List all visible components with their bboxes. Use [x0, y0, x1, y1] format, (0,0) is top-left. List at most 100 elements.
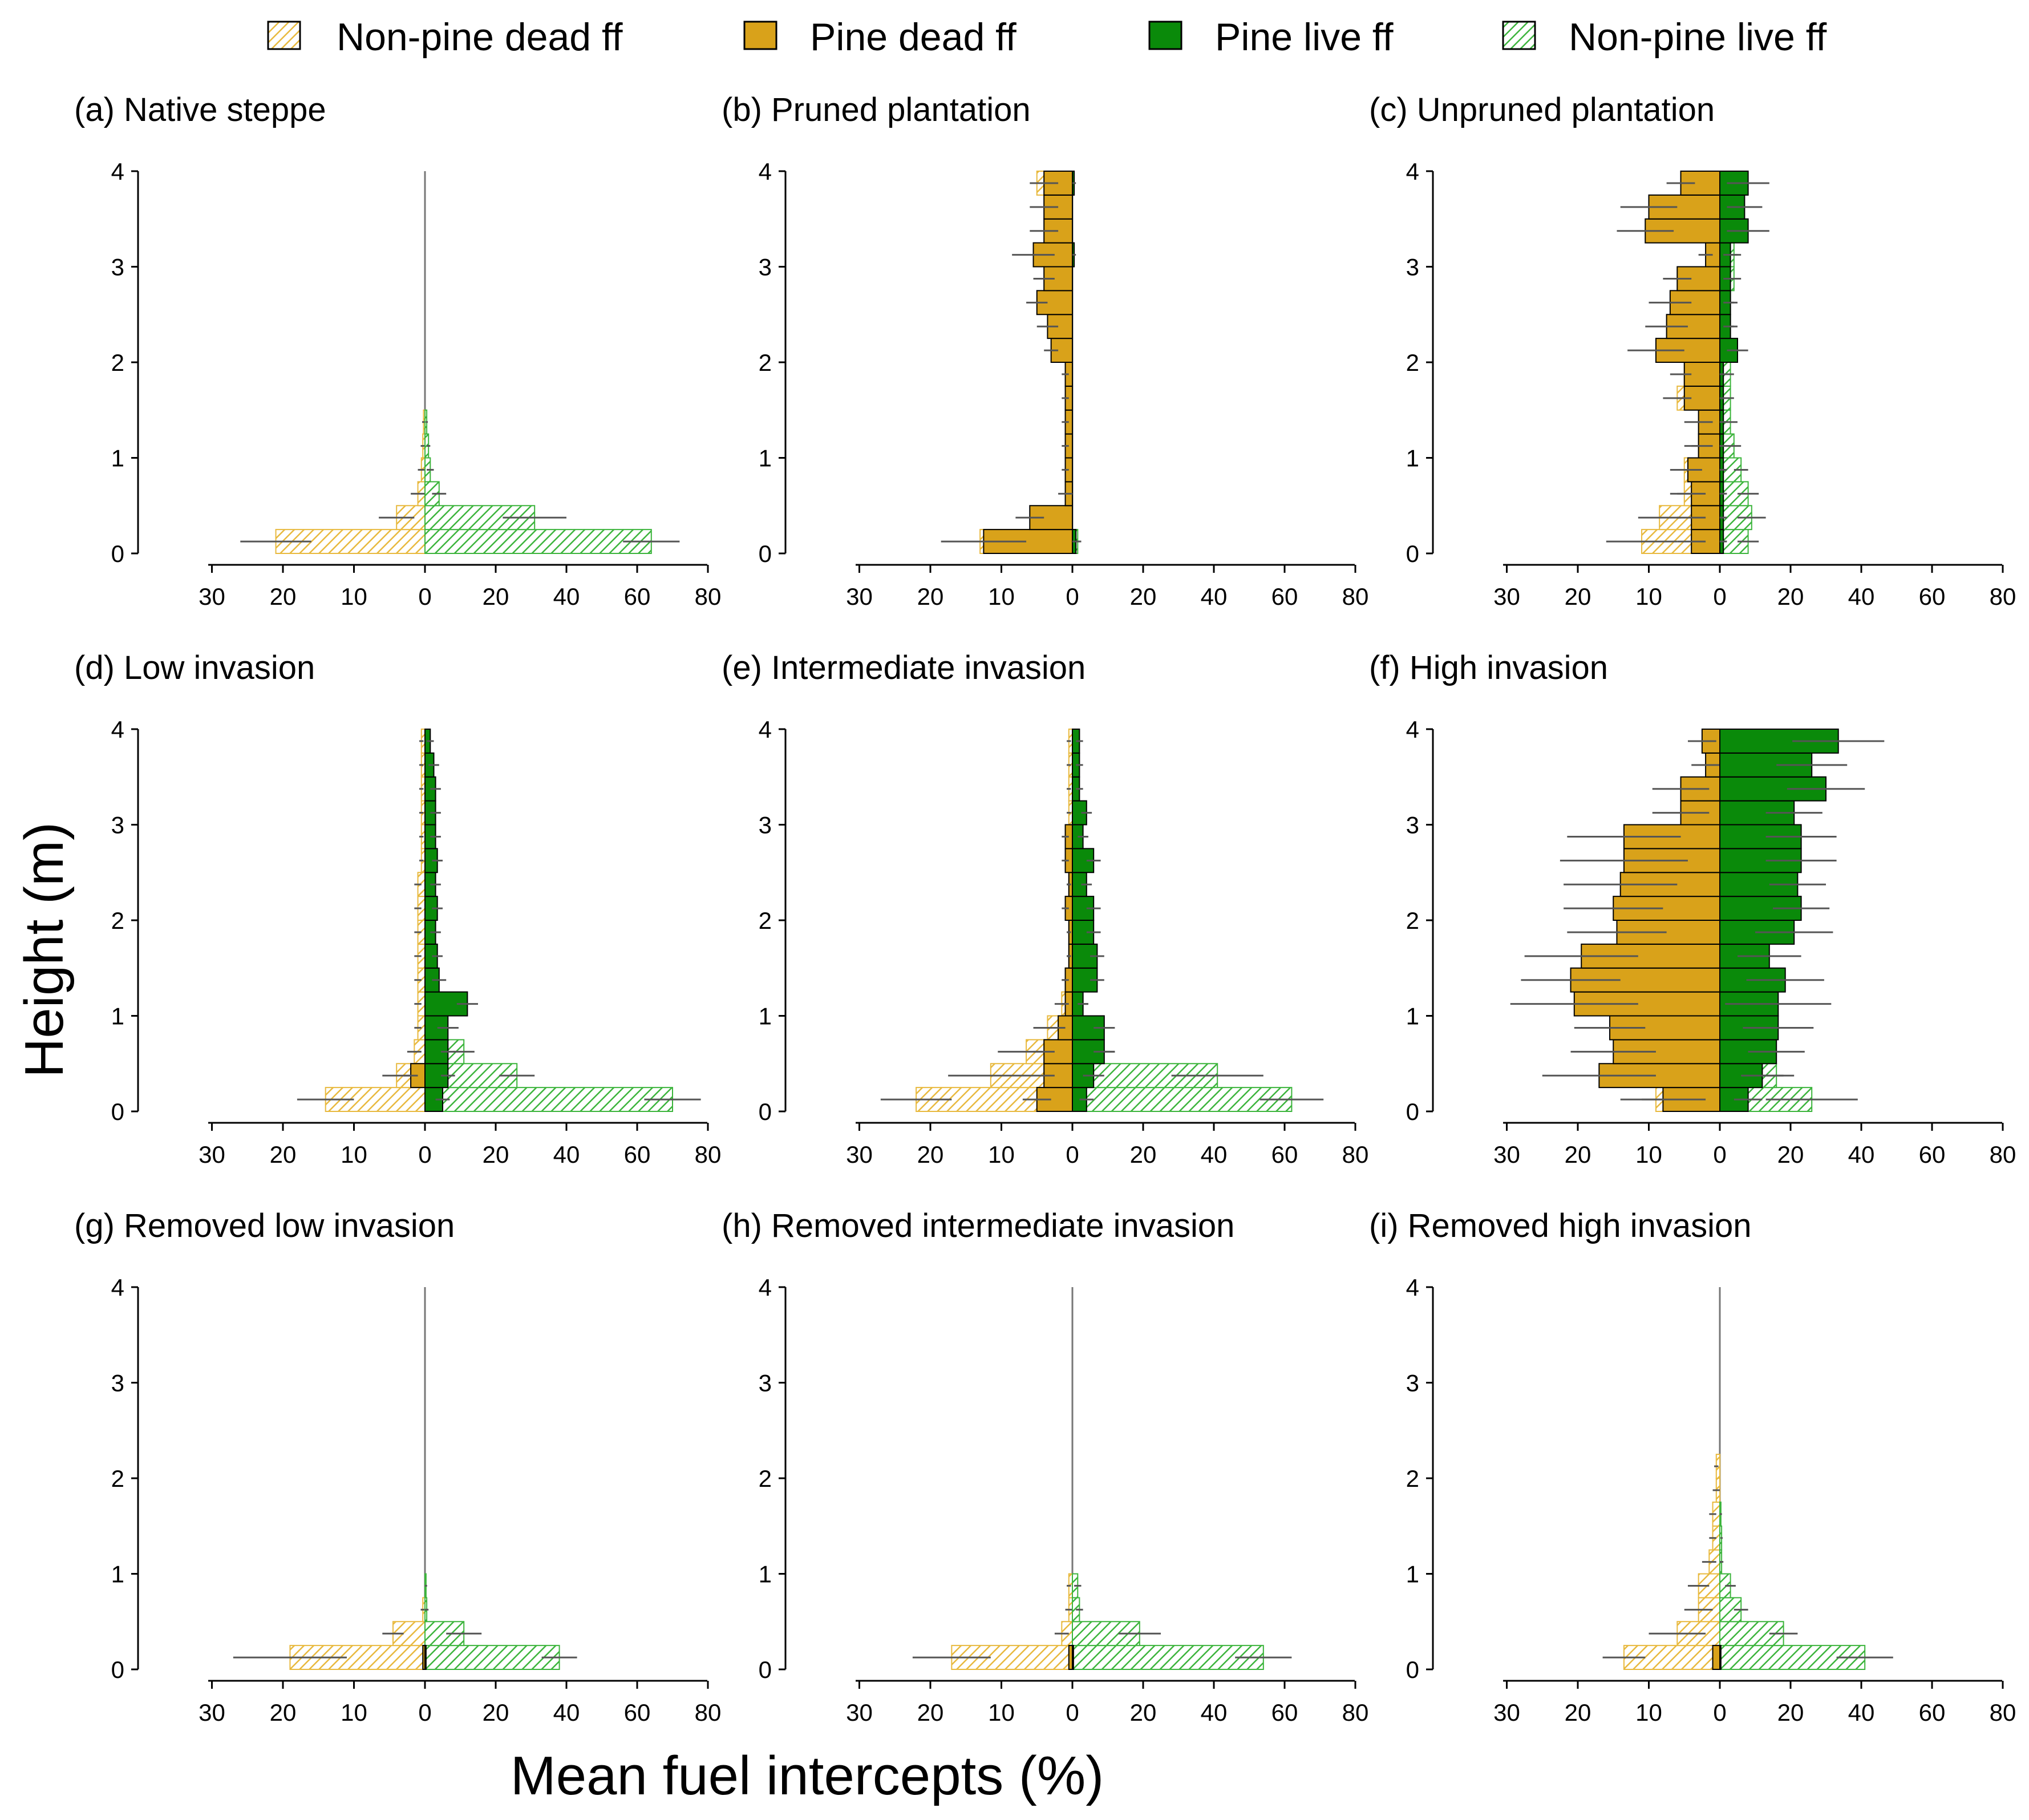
x-tick-label: 30 [1493, 583, 1520, 610]
x-tick-label: 20 [917, 583, 944, 610]
y-tick-label: 3 [111, 812, 124, 839]
y-tick-label: 2 [759, 349, 772, 376]
x-tick-label: 20 [1777, 1699, 1804, 1726]
x-tick-label: 10 [341, 1141, 367, 1168]
y-tick-label: 1 [1406, 445, 1419, 472]
x-tick-label: 60 [624, 1699, 651, 1726]
bar-non-pine-live [1072, 1645, 1264, 1670]
y-axis-title: Height (m) [14, 822, 75, 1078]
legend-item-pine-live: Pine live ff [1148, 15, 1394, 59]
legend-item-pine-dead: Pine dead ff [743, 15, 1016, 59]
x-tick-label: 30 [846, 1141, 873, 1168]
x-tick-label: 60 [1271, 1699, 1298, 1726]
y-tick-label: 3 [1406, 812, 1419, 839]
bar-pine-dead [1712, 1645, 1720, 1670]
x-tick-label: 20 [270, 1699, 297, 1726]
y-tick-label: 4 [111, 158, 124, 185]
x-tick-label: 80 [695, 1141, 722, 1168]
y-tick-label: 2 [1406, 1465, 1419, 1492]
y-tick-label: 1 [111, 1003, 124, 1030]
x-tick-label: 30 [846, 583, 873, 610]
x-tick-label: 80 [1990, 1699, 2016, 1726]
x-tick-label: 30 [199, 1699, 225, 1726]
x-tick-label: 60 [1271, 1141, 1298, 1168]
y-tick-label: 0 [1406, 540, 1419, 567]
x-tick-label: 20 [1130, 1141, 1157, 1168]
x-tick-label: 20 [1777, 1141, 1804, 1168]
panel: (c) Unpruned plantation 0 1 2 3 4 30 20 10 0 20 40 6… [1369, 91, 2016, 610]
legend-swatch-non-pine-live [1502, 21, 1536, 50]
bar-pine-dead [1043, 218, 1074, 244]
x-tick-label: 10 [988, 583, 1015, 610]
legend-label-pine-live: Pine live ff [1215, 15, 1394, 59]
bar-pine-live [424, 1645, 427, 1670]
x-tick-label: 30 [846, 1699, 873, 1726]
panel: (i) Removed high invasion 0 1 2 3 4 30 20 10 0 20 4… [1369, 1207, 2016, 1726]
y-tick-label: 4 [1406, 158, 1419, 185]
x-axis-title: Mean fuel intercepts (%) [511, 1745, 1104, 1806]
x-tick-label: 0 [1066, 1141, 1079, 1168]
x-tick-label: 0 [1066, 583, 1079, 610]
y-tick-label: 4 [111, 716, 124, 743]
y-tick-label: 2 [111, 1465, 124, 1492]
bar-non-pine-live [424, 1645, 560, 1670]
x-tick-label: 80 [1990, 1141, 2016, 1168]
y-tick-label: 2 [759, 907, 772, 934]
bar-non-pine-live [424, 529, 652, 554]
bar-non-pine-live [1072, 1087, 1293, 1112]
x-tick-label: 40 [1201, 583, 1228, 610]
y-tick-label: 0 [759, 1656, 772, 1683]
x-tick-label: 20 [483, 1699, 509, 1726]
y-tick-label: 4 [759, 158, 772, 185]
y-tick-label: 2 [1406, 907, 1419, 934]
y-tick-label: 3 [759, 1370, 772, 1397]
panel: (h) Removed intermediate invasion 0 1 2 3 4 30… [722, 1207, 1368, 1726]
x-tick-label: 60 [624, 1141, 651, 1168]
y-tick-label: 0 [759, 1098, 772, 1125]
panel: (b) Pruned plantation 0 1 2 3 4 30 20 10 0 20 40 60 8… [722, 91, 1368, 610]
x-tick-label: 30 [1493, 1699, 1520, 1726]
legend-swatch-pine-live [1148, 21, 1182, 50]
x-tick-label: 40 [1201, 1699, 1228, 1726]
x-tick-label: 20 [1130, 583, 1157, 610]
x-tick-label: 80 [695, 583, 722, 610]
x-tick-label: 0 [418, 583, 431, 610]
y-tick-label: 0 [759, 540, 772, 567]
legend: Non-pine dead ff Pine dead ff Pine live … [267, 15, 1826, 59]
legend-label-pine-dead: Pine dead ff [810, 15, 1016, 59]
panel-title: (i) Removed high invasion [1369, 1207, 1752, 1244]
x-tick-label: 0 [1066, 1699, 1079, 1726]
y-tick-label: 3 [1406, 254, 1419, 281]
x-tick-label: 10 [988, 1141, 1015, 1168]
x-tick-label: 40 [553, 1141, 580, 1168]
x-tick-label: 10 [1635, 583, 1662, 610]
x-tick-label: 60 [1919, 583, 1946, 610]
x-tick-label: 40 [553, 583, 580, 610]
y-tick-label: 3 [1406, 1370, 1419, 1397]
x-tick-label: 60 [624, 583, 651, 610]
panel-title: (h) Removed intermediate invasion [722, 1207, 1234, 1244]
x-tick-label: 40 [1201, 1141, 1228, 1168]
x-tick-label: 80 [1342, 583, 1369, 610]
y-tick-label: 4 [111, 1274, 124, 1301]
panel: (e) Intermediate invasion 0 1 2 3 4 30 20 10 0 20 4… [722, 649, 1368, 1168]
x-tick-label: 40 [1848, 583, 1875, 610]
x-tick-label: 60 [1271, 583, 1298, 610]
y-tick-label: 2 [111, 907, 124, 934]
y-tick-label: 1 [1406, 1003, 1419, 1030]
x-tick-label: 20 [917, 1141, 944, 1168]
x-tick-label: 0 [418, 1141, 431, 1168]
y-tick-label: 3 [759, 254, 772, 281]
y-tick-label: 4 [759, 716, 772, 743]
legend-item-non-pine-live: Non-pine live ff [1502, 15, 1826, 59]
legend-label-non-pine-live: Non-pine live ff [1569, 15, 1826, 59]
y-tick-label: 3 [111, 254, 124, 281]
x-tick-label: 20 [1565, 1141, 1591, 1168]
y-tick-label: 4 [1406, 716, 1419, 743]
x-tick-label: 80 [695, 1699, 722, 1726]
x-tick-label: 0 [1713, 583, 1726, 610]
panel-title: (c) Unpruned plantation [1369, 91, 1715, 128]
panel-title: (g) Removed low invasion [74, 1207, 455, 1244]
y-tick-label: 3 [111, 1370, 124, 1397]
y-tick-label: 2 [111, 349, 124, 376]
